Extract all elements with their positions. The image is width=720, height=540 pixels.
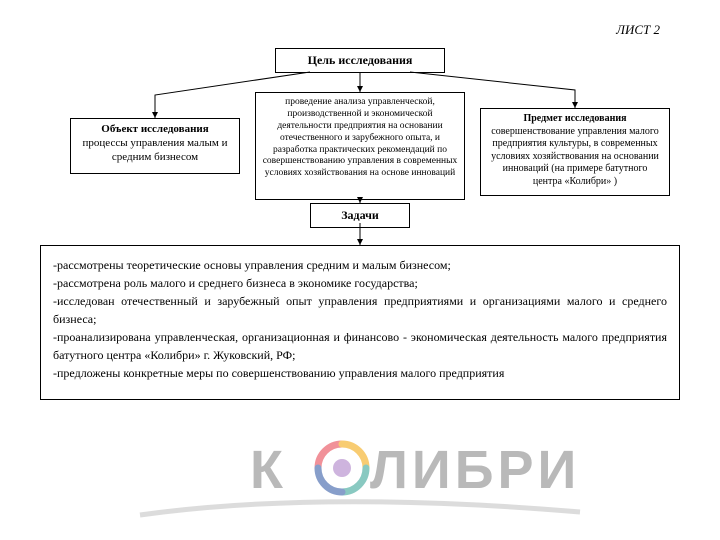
diagram-tasks-box: -рассмотрены теоретические основы управл… [40, 245, 680, 400]
diagram-tasks-label-box: Задачи [310, 203, 410, 228]
diagram-object-title: Объект исследования [77, 123, 233, 137]
logo-text-after: ЛИБРИ [370, 440, 580, 500]
diagram-object-box: Объект исследования процессы управления … [70, 118, 240, 174]
task-item: -рассмотрены теоретические основы управл… [53, 256, 667, 274]
page-number-label: ЛИСТ 2 [616, 22, 660, 38]
diagram-object-text: процессы управления малым и средним бизн… [83, 137, 228, 163]
diagram-description-text: проведение анализа управленческой, произ… [263, 97, 458, 178]
diagram-subject-title: Предмет исследования [487, 113, 663, 126]
task-item: -исследован отечественный и зарубежный о… [53, 292, 667, 328]
diagram-subject-box: Предмет исследования совершенствование у… [480, 108, 670, 196]
task-item: -рассмотрена роль малого и среднего бизн… [53, 274, 667, 292]
diagram-tasks-label: Задачи [317, 208, 403, 223]
logo-underline [140, 502, 580, 515]
task-item: -проанализирована управленческая, органи… [53, 328, 667, 364]
task-item: -предложены конкретные меры по совершенс… [53, 364, 667, 382]
logo-watermark: К ЛИБРИ [120, 430, 600, 525]
logo-swirl-icon [318, 444, 366, 492]
diagram-description-box: проведение анализа управленческой, произ… [255, 92, 465, 200]
diagram-root-box: Цель исследования [275, 48, 445, 73]
diagram-subject-text: совершенствование управления малого пред… [491, 126, 659, 187]
logo-text-before: К [250, 440, 287, 500]
diagram-root-title: Цель исследования [282, 53, 438, 68]
